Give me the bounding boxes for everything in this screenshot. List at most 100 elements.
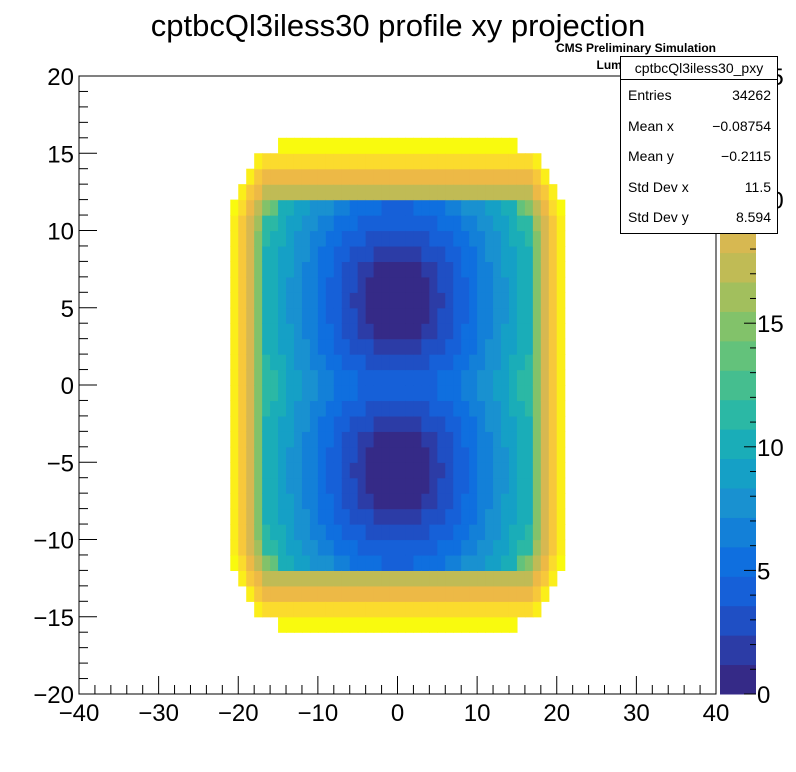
heatmap-cell [349,400,359,417]
heatmap-cell [508,338,518,355]
heatmap-cell [381,493,391,510]
heatmap-cell [333,230,343,247]
heatmap-cell [270,168,279,185]
heatmap-cell [357,354,367,371]
heatmap-cell [341,184,351,201]
heatmap-cell [341,323,351,340]
heatmap-cell [349,307,359,324]
heatmap-cell [230,415,239,432]
heatmap-cell [445,462,454,479]
heatmap-cell [357,570,367,587]
heatmap-cell [286,415,295,432]
heatmap-cell [317,601,327,618]
heatmap-cell [333,215,343,232]
heatmap-cell [397,137,407,154]
heatmap-cell [461,354,470,371]
heatmap-cell [262,431,271,448]
heatmap-cell [357,601,367,618]
heatmap-cell [421,230,430,247]
heatmap-cell [357,261,367,278]
heatmap-cell [548,477,558,494]
heatmap-cell [548,570,558,587]
heatmap-cell [540,245,550,262]
heatmap-cell [469,585,478,602]
heatmap-cell [286,369,295,386]
heatmap-cell [254,323,263,340]
heatmap-cell [397,354,407,371]
heatmap-cell [477,477,486,494]
heatmap-cell [357,323,367,340]
heatmap-cell [469,415,478,432]
heatmap-cell [405,539,415,556]
heatmap-cell [341,245,351,262]
heatmap-cell [262,508,271,525]
heatmap-cell [445,508,454,525]
heatmap-cell [397,292,407,309]
heatmap-cell [373,307,383,324]
heatmap-cell [469,462,478,479]
heatmap-cell [421,245,430,262]
heatmap-cell [254,431,263,448]
heatmap-cell [278,261,287,278]
heatmap-cell [293,431,303,448]
heatmap-cell [493,230,502,247]
heatmap-cell [381,570,391,587]
heatmap-cell [365,493,375,510]
heatmap-cell [501,307,510,324]
heatmap-cell [254,493,263,510]
heatmap-cell [532,276,542,293]
heatmap-cell [556,323,566,340]
heatmap-cell [381,168,391,185]
heatmap-cell [532,431,542,448]
heatmap-cell [262,215,271,232]
heatmap-cell [453,230,462,247]
heatmap-cell [381,385,391,402]
heatmap-cell [445,554,454,571]
heatmap-cell [461,431,470,448]
heatmap-cell [524,585,534,602]
heatmap-cell [453,184,462,201]
heatmap-cell [373,462,383,479]
heatmap-cell [445,261,454,278]
heatmap-cell [325,292,335,309]
heatmap-cell [365,400,375,417]
heatmap-cell [301,199,311,216]
heatmap-cell [278,323,287,340]
y-tick-label: −20 [33,682,74,709]
heatmap-cell [469,477,478,494]
heatmap-cell [540,261,550,278]
heatmap-cell [461,554,470,571]
heatmap-cell [532,446,542,463]
heatmap-cell [262,554,271,571]
heatmap-cell [278,477,287,494]
heatmap-cell [501,524,510,541]
heatmap-cell [309,354,319,371]
heatmap-cell [508,230,518,247]
heatmap-cell [445,431,454,448]
heatmap-cell [293,493,303,510]
heatmap-cell [254,354,263,371]
heatmap-cell [501,616,510,633]
heatmap-cell [397,616,407,633]
heatmap-cell [278,168,287,185]
heatmap-cell [461,307,470,324]
heatmap-cell [286,245,295,262]
heatmap-cell [397,307,407,324]
heatmap-cell [357,431,367,448]
heatmap-cell [286,292,295,309]
heatmap-cell [309,554,319,571]
heatmap-cell [270,462,279,479]
heatmap-cell [373,184,383,201]
heatmap-cell [501,230,510,247]
stats-key: Entries [628,87,672,103]
heatmap-cell [230,245,239,262]
heatmap-cell [317,261,327,278]
heatmap-cell [270,323,279,340]
heatmap-cell [485,292,494,309]
heatmap-cell [341,276,351,293]
heatmap-cell [508,415,518,432]
heatmap-cell [270,601,279,618]
heatmap-cell [341,369,351,386]
heatmap-cell [373,415,383,432]
x-tick-label: 0 [391,700,404,727]
